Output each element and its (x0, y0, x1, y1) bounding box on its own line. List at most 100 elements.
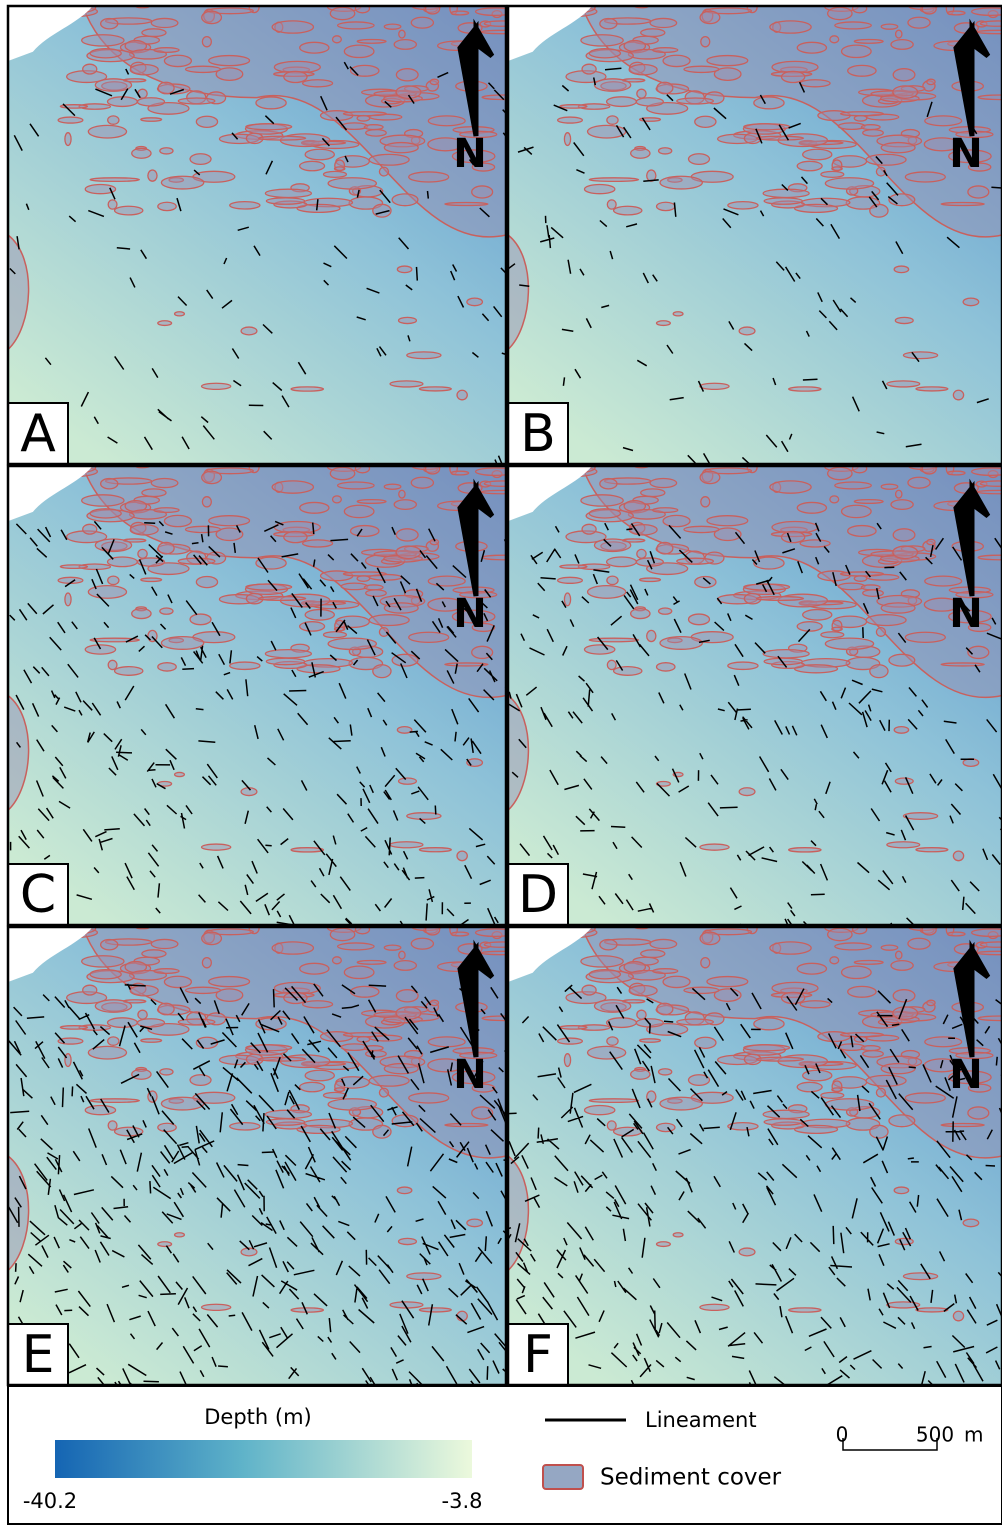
sediment-patch (583, 183, 616, 195)
sediment-patch (157, 201, 177, 212)
sediment-patch (699, 470, 721, 485)
sediment-patch (78, 103, 112, 110)
sediment-patch (962, 297, 980, 307)
sediment-patch (837, 1043, 866, 1052)
sediment-patch (340, 582, 369, 591)
sediment-patch (628, 63, 658, 76)
sediment-patch (727, 661, 759, 671)
sediment-patch (173, 311, 186, 317)
sediment-patch (271, 941, 315, 955)
scale-bar (842, 1438, 938, 1451)
sediment-patch (755, 1056, 805, 1062)
sediment-patch (378, 1087, 390, 1098)
sediment-patch (290, 847, 325, 853)
sediment-patch (150, 938, 179, 950)
sediment-patch (398, 489, 406, 499)
sediment-patch (195, 575, 219, 589)
map-content (508, 466, 1002, 925)
map-panel: ND (506, 464, 1002, 927)
sediment-patch (403, 545, 429, 553)
sediment-patch (600, 541, 627, 551)
sediment-patch (839, 1032, 885, 1038)
land (508, 466, 592, 522)
sediment-patch (672, 1232, 684, 1238)
sediment-patch (444, 662, 489, 667)
sediment-patch (418, 1307, 452, 1313)
panel-frame (6, 464, 508, 927)
sediment-patch (408, 631, 450, 644)
sediment-patch (853, 959, 884, 965)
north-arrow (953, 18, 991, 137)
sediment-patch (894, 29, 903, 39)
sediment-patch (667, 1098, 683, 1104)
sediment-patch (862, 1049, 884, 1058)
map-content (8, 927, 506, 1385)
sediment-patch (975, 950, 1002, 956)
sediment-patch (160, 635, 205, 650)
depth-max: -3.8 (442, 1489, 483, 1513)
sediment-patch (184, 65, 222, 74)
sediment-patch (700, 956, 711, 969)
sediment-patch (834, 21, 872, 30)
sediment-patch (329, 466, 356, 481)
sediment-patch (894, 316, 914, 325)
sediment-patch (565, 991, 607, 1005)
sediment-patch (129, 523, 159, 536)
sediment-patch (189, 153, 212, 166)
sediment-patch (977, 94, 1002, 101)
sediment-patch (89, 48, 122, 59)
sediment-patch (952, 389, 965, 401)
map-panel: NE (6, 925, 508, 1387)
sediment-patch (967, 645, 990, 660)
sediment-patch (962, 1218, 980, 1228)
sediment-patch (922, 1001, 936, 1013)
sediment-patch (150, 477, 179, 489)
sediment-patch (248, 466, 260, 474)
sediment-patch (769, 941, 812, 955)
sediment-patch (796, 41, 828, 54)
north-arrow (953, 478, 991, 597)
sediment-patch (651, 968, 679, 975)
sediment-patch (559, 104, 588, 109)
sediment-patch (780, 991, 806, 1005)
sediment-patch (563, 1053, 572, 1068)
sediment-patch (89, 508, 122, 519)
sediment-patch (107, 575, 120, 586)
sediment-patch (157, 1122, 177, 1133)
sediment-patch (398, 29, 406, 39)
sediment-patch (583, 1104, 616, 1116)
sediment-patch (600, 81, 627, 91)
sediment-patch (383, 1015, 423, 1024)
sediment-patch (796, 621, 823, 632)
sediment-patch (853, 498, 884, 504)
panel-label: A (20, 404, 56, 464)
sediment-patch (869, 203, 889, 218)
map-panel: NF (506, 925, 1002, 1387)
sediment-patch (888, 653, 916, 667)
sediment-area (8, 234, 30, 351)
sediment-patch (640, 28, 666, 38)
sediment-patch (585, 970, 634, 984)
sediment-patch (967, 1106, 990, 1120)
sediment-patch (746, 927, 758, 935)
sediment-patch (606, 199, 617, 210)
sediment-patch (283, 530, 308, 544)
sediment-patch (780, 530, 806, 544)
sediment-patch (87, 584, 128, 599)
sediment-patch (150, 17, 179, 29)
sediment-patch (706, 975, 749, 988)
sediment-patch (649, 477, 678, 489)
sediment-patch (86, 970, 135, 984)
sediment-patch (588, 637, 640, 643)
sediment-patch (65, 70, 108, 84)
sediment-patch (264, 648, 313, 659)
sediment-patch (952, 1310, 965, 1322)
sediment-patch (851, 927, 868, 935)
sediment-patch (683, 65, 720, 74)
panel-label-box (7, 402, 69, 465)
sediment-patch (365, 128, 387, 137)
sediment-patch (847, 64, 877, 77)
sediment-patch (389, 841, 424, 849)
sediment-patch (403, 1006, 429, 1014)
